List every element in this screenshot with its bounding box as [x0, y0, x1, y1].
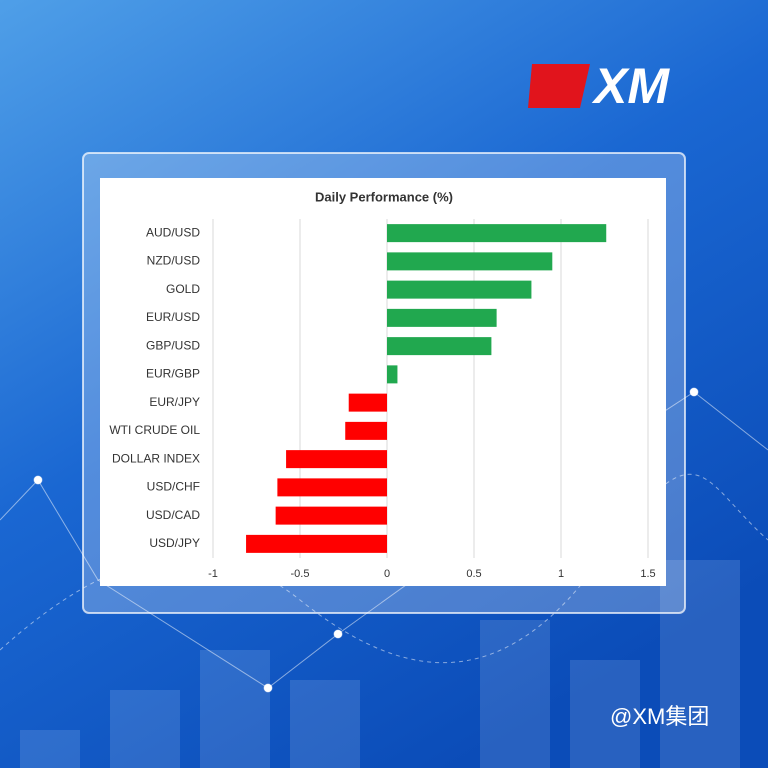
bar: [275, 506, 387, 525]
bar: [286, 450, 387, 469]
bar: [387, 280, 532, 299]
chart-title: Daily Performance (%): [315, 189, 453, 204]
watermark: @XM集团: [610, 704, 709, 729]
x-tick-label: 1: [558, 568, 564, 580]
x-tick-label: 0: [384, 568, 390, 580]
bar: [387, 252, 553, 271]
y-tick-label: USD/JPY: [149, 536, 200, 550]
x-tick-label: 1.5: [640, 568, 655, 580]
logo: XM: [528, 58, 670, 114]
x-tick-label: 0.5: [466, 568, 481, 580]
y-tick-label: DOLLAR INDEX: [112, 451, 200, 465]
bar: [387, 337, 492, 356]
x-tick-label: -0.5: [291, 568, 310, 580]
x-tick-label: -1: [208, 568, 218, 580]
y-tick-label: USD/CHF: [147, 480, 200, 494]
y-tick-label: GOLD: [166, 282, 200, 296]
bar: [345, 421, 387, 440]
bar: [348, 393, 387, 412]
y-tick-label: EUR/USD: [146, 310, 200, 324]
bar: [387, 224, 607, 243]
y-tick-label: USD/CAD: [146, 508, 200, 522]
y-tick-label: EUR/JPY: [149, 395, 200, 409]
y-tick-label: AUD/USD: [146, 225, 200, 239]
bar: [246, 534, 387, 553]
plot: -1 -0.5 0 0.5 1 1.5 AUD/USD NZD/USD GOLD EUR/USD G…: [109, 219, 656, 580]
bar: [387, 308, 497, 327]
bar: [387, 365, 398, 384]
y-tick-label: WTI CRUDE OIL: [109, 423, 200, 437]
logo-text: XM: [591, 58, 670, 114]
bar: [277, 478, 387, 497]
y-tick-label: EUR/GBP: [146, 367, 200, 381]
y-tick-label: NZD/USD: [147, 254, 201, 268]
y-tick-label: GBP/USD: [146, 338, 200, 352]
decoration: [20, 560, 740, 768]
